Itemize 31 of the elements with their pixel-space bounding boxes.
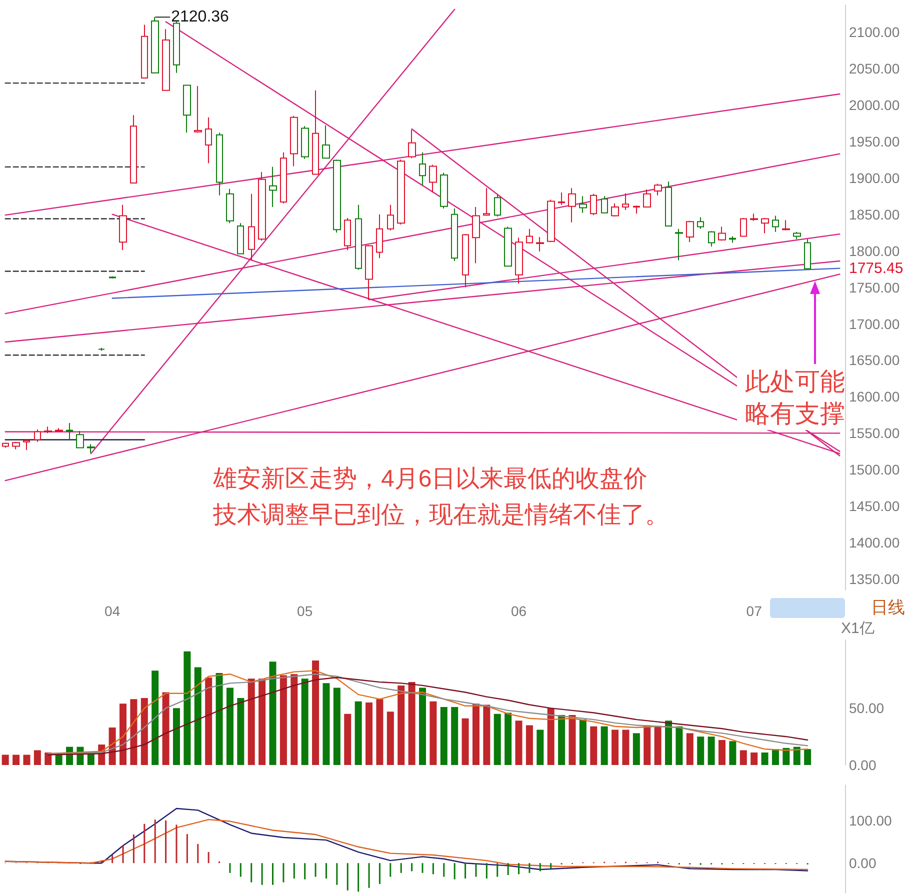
y-tick-label: 0.00 [849,855,876,872]
y-tick-label: 100.00 [849,812,892,828]
y-tick-label: 2050.00 [849,60,900,76]
text: 日线 [871,598,905,617]
y-tick-label: 1450.00 [849,498,900,514]
y-axis-title: X1亿 [841,620,874,637]
y-tick-label: 1400.00 [849,534,900,551]
annotation: 雄安新区走势，4月6日以来最低的收盘价 [212,466,648,492]
annotation: 此处可能略有支撑 [745,368,845,428]
y-tick-label: 1500.00 [849,462,900,478]
y-tick-label: 1350.00 [849,571,900,588]
text: 1775.45 [849,260,904,278]
x-tick-label: 07 [746,603,762,619]
y-tick-label: 0.00 [849,757,876,773]
y-tick-label: 2100.00 [849,24,900,40]
x-tick-label: 04 [104,603,120,619]
y-tick-label: 1550.00 [849,425,900,442]
y-tick-label: 50.00 [849,700,884,716]
y-tick-label: 1950.00 [849,133,900,150]
y-tick-label: 1750.00 [849,279,900,296]
annotation: 技术调整早已到位，现在就是情绪不佳了。 [212,502,669,528]
y-tick-label: 1600.00 [849,388,900,405]
y-tick-label: 1850.00 [849,206,900,222]
x-tick-label: 05 [297,603,313,619]
y-tick-label: 1900.00 [849,170,900,186]
y-tick-label: 1700.00 [849,316,900,332]
annotation: 2120.36 [171,8,230,26]
y-tick-label: 2000.00 [849,96,900,113]
y-tick-label: 1650.00 [849,352,900,368]
x-tick-label: 06 [510,603,527,619]
y-tick-label: 1800.00 [849,242,900,259]
